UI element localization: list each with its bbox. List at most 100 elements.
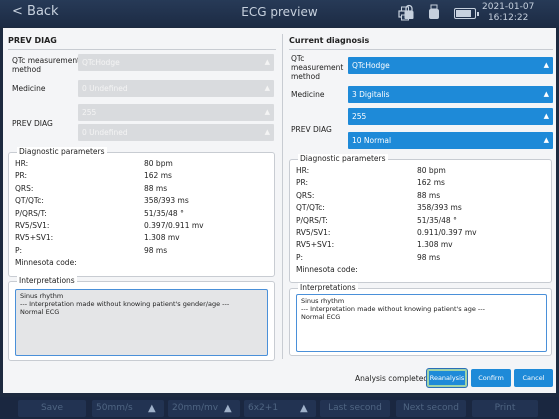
interp-line: Normal ECG [301, 313, 341, 321]
analysis-status: Analysis completed [355, 374, 429, 383]
prev-interp-text: Sinus rhythm --- Interpretation made wit… [15, 289, 268, 356]
cancel-button[interactable]: Cancel [514, 369, 553, 387]
current-qtc-value: QTcHodge [352, 61, 390, 70]
prev-medicine-label: Medicine [12, 84, 46, 93]
interp-line: Sinus rhythm [301, 297, 345, 305]
current-diag-code-select[interactable]: 255 ▲ [348, 108, 553, 125]
chevron-up-icon: ▲ [264, 108, 270, 116]
datetime: 2021-01-07 16:12:22 [482, 2, 534, 24]
last-second-button[interactable]: Last second [320, 400, 390, 417]
prev-medicine-value: 0 Undefined [82, 84, 128, 93]
param-label: QT/QTc: [15, 196, 44, 206]
current-params-title: Diagnostic parameters [298, 154, 388, 164]
chevron-up-icon: ▲ [264, 84, 270, 92]
top-bar: < Back ECG preview 2021-01-07 16:12:22 [0, 0, 559, 27]
param-label: RV5+SV1: [296, 240, 335, 250]
current-diag-label: PREV DIAG [291, 125, 332, 134]
main-panel: PREV DIAG QTc measurement method QTcHodg… [3, 28, 556, 393]
gain-select[interactable]: 20mm/mv [168, 400, 240, 417]
bottom-toolbar: Save 50mm/s ▲ 20mm/mv ▲ 6x2+1 ▲ Last sec… [0, 397, 559, 419]
param-label: P/QRS/T: [296, 215, 328, 225]
current-section-title: Current diagnosis [289, 36, 370, 45]
param-value: 0.397/0.911 mv [144, 221, 204, 230]
battery-fill [456, 10, 472, 17]
chevron-up-icon: ▲ [300, 403, 308, 414]
prev-diag-label: PREV DIAG [12, 119, 53, 128]
layout-select[interactable]: 6x2+1 [244, 400, 316, 417]
prev-diag-select: 0 Undefined ▲ [78, 124, 274, 141]
param-label: PR: [15, 171, 28, 181]
column-divider [282, 34, 283, 359]
save-button[interactable]: Save [18, 400, 86, 417]
current-medicine-select[interactable]: 3 Digitalis ▲ [348, 86, 553, 103]
time-text: 16:12:22 [487, 13, 529, 23]
prev-interp-title: Interpretations [17, 276, 77, 286]
layout-value: 6x2+1 [248, 403, 279, 413]
param-label: QRS: [15, 183, 34, 193]
param-label: PR: [296, 178, 309, 188]
param-label: P: [296, 252, 304, 262]
confirm-button[interactable]: Confirm [471, 369, 511, 387]
chevron-up-icon: ▲ [224, 403, 232, 414]
param-value: 358/393 ms [144, 196, 189, 206]
param-value: 51/35/48 ° [417, 215, 457, 225]
param-label: QT/QTc: [296, 203, 325, 213]
param-label: Minnesota code: [15, 258, 77, 268]
back-button[interactable]: < Back [12, 4, 59, 19]
param-value: 80 bpm [144, 159, 173, 168]
current-params-box: Diagnostic parameters HR: 80 bpm PR: 162 ms… [289, 154, 552, 283]
current-interp-box: Interpretations Sinus rhythm --- Interpr… [289, 283, 552, 356]
prev-qtc-select: QTcHodge ▲ [78, 54, 274, 71]
prev-qtc-label: QTc measurement method [12, 56, 81, 74]
current-title-underline [289, 49, 553, 50]
param-value: 0.911/0.397 mv [417, 228, 477, 237]
prev-interp-box: Interpretations Sinus rhythm --- Interpr… [8, 276, 275, 361]
current-diag-select[interactable]: 10 Normal ▲ [348, 132, 553, 149]
param-value: 80 bpm [417, 166, 446, 175]
param-value: 1.308 mv [417, 240, 453, 250]
param-value: 88 ms [417, 190, 441, 200]
interp-line: Normal ECG [20, 308, 60, 316]
param-value: 98 ms [417, 252, 441, 262]
speed-select[interactable]: 50mm/s [92, 400, 164, 417]
param-value: 51/35/48 ° [144, 208, 184, 218]
speed-value: 50mm/s [96, 403, 133, 413]
current-medicine-label: Medicine [291, 90, 325, 99]
param-value: 88 ms [144, 183, 168, 193]
param-value: 162 ms [417, 178, 445, 188]
param-value: 358/393 ms [417, 203, 462, 213]
param-label: RV5+SV1: [15, 233, 54, 243]
chevron-up-icon: ▲ [543, 61, 549, 69]
current-diag-code-value: 255 [352, 112, 367, 121]
reanalysis-button[interactable]: Reanalysis [426, 368, 468, 388]
current-diag-value: 10 Normal [352, 136, 392, 145]
prev-diag-value: 0 Undefined [82, 128, 128, 137]
param-label: P: [15, 245, 23, 255]
next-second-button[interactable]: Next second [396, 400, 466, 417]
current-interp-text[interactable]: Sinus rhythm --- Interpretation made wit… [296, 294, 547, 352]
param-label: P/QRS/T: [15, 208, 47, 218]
current-medicine-value: 3 Digitalis [352, 90, 390, 99]
param-label: Minnesota code: [296, 265, 358, 275]
interp-line: --- Interpretation made without knowing … [20, 300, 230, 308]
current-interp-title: Interpretations [298, 283, 358, 293]
print-button[interactable]: Print [472, 400, 538, 417]
interp-line: --- Interpretation made without knowing … [301, 305, 485, 313]
prev-qtc-value: QTcHodge [82, 58, 120, 67]
param-label: QRS: [296, 190, 315, 200]
param-value: 162 ms [144, 171, 172, 181]
prev-params-title: Diagnostic parameters [17, 147, 107, 157]
chevron-up-icon: ▲ [543, 90, 549, 98]
prev-diag-code-select: 255 ▲ [78, 104, 274, 121]
prev-title-underline [8, 49, 276, 50]
param-value: 1.308 mv [144, 233, 180, 243]
param-label: HR: [296, 166, 310, 175]
chevron-up-icon: ▲ [543, 136, 549, 144]
gain-value: 20mm/mv [172, 403, 219, 413]
chevron-up-icon: ▲ [264, 58, 270, 66]
battery-icon [454, 8, 479, 19]
interp-line: Sinus rhythm [20, 292, 64, 300]
current-qtc-select[interactable]: QTcHodge ▲ [348, 57, 553, 74]
current-qtc-label: QTc measurement method [291, 54, 344, 81]
lock-icon [404, 4, 414, 19]
